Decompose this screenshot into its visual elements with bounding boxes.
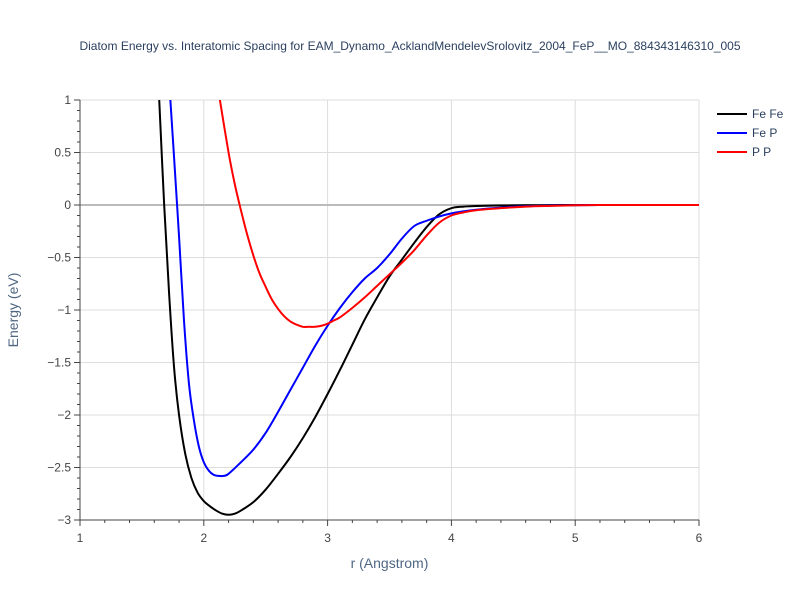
legend-item-fe-p[interactable]: Fe P (717, 126, 777, 140)
x-tick-label: 5 (572, 531, 579, 545)
legend-label: P P (752, 145, 771, 159)
y-tick-label: −2.5 (47, 461, 71, 475)
legend-label: Fe Fe (752, 107, 784, 121)
y-tick-label: −0.5 (47, 251, 71, 265)
legend[interactable]: Fe Fe Fe P P P (717, 107, 784, 159)
grid-lines (80, 99, 700, 520)
x-tick-label: 4 (448, 531, 455, 545)
x-tick-label: 6 (696, 531, 703, 545)
chart-title: Diatom Energy vs. Interatomic Spacing fo… (79, 39, 740, 53)
y-tick-label: −1.5 (47, 356, 71, 370)
x-axis-title: r (Angstrom) (351, 555, 429, 571)
series-lines (158, 100, 699, 516)
series-line-fe-fe (158, 100, 699, 516)
legend-item-p-p[interactable]: P P (717, 145, 771, 159)
x-tick-label: 3 (324, 531, 331, 545)
y-tick-label: 0 (64, 198, 71, 212)
y-tick-label: 1 (64, 93, 71, 107)
axes (74, 99, 700, 526)
y-tick-label: −3 (57, 513, 71, 527)
x-tick-label: 2 (200, 531, 207, 545)
y-axis-title: Energy (eV) (5, 273, 21, 348)
series-line-p-p (218, 100, 699, 328)
y-tick-label: −2 (57, 408, 71, 422)
tick-labels: 1 2 3 4 5 6 1 0.5 0 −0.5 −1 −1.5 −2 −2.5 −3 (47, 93, 702, 545)
x-tick-label: 1 (77, 531, 84, 545)
y-tick-label: −1 (57, 303, 71, 317)
y-tick-label: 0.5 (54, 146, 71, 160)
legend-item-fe-fe[interactable]: Fe Fe (717, 107, 784, 121)
legend-label: Fe P (752, 126, 777, 140)
